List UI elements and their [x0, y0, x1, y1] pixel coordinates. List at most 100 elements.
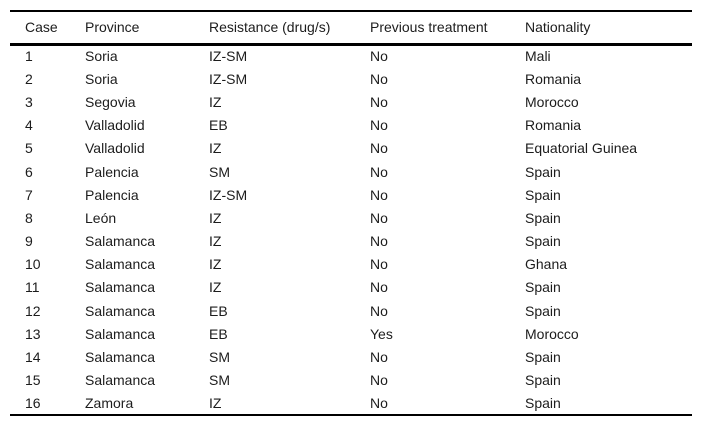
- cell-case: 4: [25, 117, 33, 134]
- column-header-resistance: Resistance (drug/s): [209, 19, 331, 36]
- cell-province: Palencia: [85, 186, 139, 203]
- column-header-nationality: Nationality: [525, 19, 591, 36]
- table-row: 4 Valladolid EB No Romania: [10, 114, 692, 137]
- table-header: Case Province Resistance (drug/s) Previo…: [10, 11, 692, 44]
- cell-province: Valladolid: [85, 117, 145, 134]
- cell-case: 12: [25, 302, 41, 319]
- cell-previous-treatment: No: [370, 279, 388, 296]
- cell-nationality: Mali: [525, 48, 551, 65]
- cell-previous-treatment: No: [370, 209, 388, 226]
- cell-nationality: Spain: [525, 372, 561, 389]
- cell-resistance: IZ: [209, 209, 222, 226]
- cell-resistance: IZ: [209, 233, 222, 250]
- table-row: 13 Salamanca EB Yes Morocco: [10, 322, 692, 345]
- cell-previous-treatment: No: [370, 186, 388, 203]
- table-row: 3 Segovia IZ No Morocco: [10, 90, 692, 113]
- cell-resistance: IZ: [209, 140, 222, 157]
- cell-case: 3: [25, 93, 33, 110]
- cell-province: Soria: [85, 70, 118, 87]
- cell-case: 8: [25, 209, 33, 226]
- cell-previous-treatment: No: [370, 302, 388, 319]
- table-row: 7 Palencia IZ-SM No Spain: [10, 183, 692, 206]
- cell-nationality: Spain: [525, 233, 561, 250]
- cell-resistance: EB: [209, 302, 228, 319]
- cell-resistance: SM: [209, 349, 230, 366]
- table-row: 2 Soria IZ-SM No Romania: [10, 67, 692, 90]
- column-header-province: Province: [85, 19, 140, 36]
- cell-case: 5: [25, 140, 33, 157]
- cell-province: Salamanca: [85, 349, 156, 366]
- cell-case: 16: [25, 394, 41, 411]
- cell-nationality: Morocco: [525, 93, 579, 110]
- cell-resistance: IZ-SM: [209, 70, 248, 87]
- cell-resistance: EB: [209, 117, 228, 134]
- cell-province: Segovia: [85, 93, 136, 110]
- cell-province: Salamanca: [85, 279, 156, 296]
- cell-resistance: IZ: [209, 256, 222, 273]
- cell-nationality: Spain: [525, 302, 561, 319]
- cell-nationality: Spain: [525, 163, 561, 180]
- cell-previous-treatment: No: [370, 233, 388, 250]
- cell-resistance: IZ: [209, 93, 222, 110]
- cell-province: León: [85, 209, 117, 226]
- cell-nationality: Spain: [525, 186, 561, 203]
- table-row: 8 León IZ No Spain: [10, 206, 692, 229]
- cell-case: 13: [25, 325, 41, 342]
- table-row: 6 Palencia SM No Spain: [10, 160, 692, 183]
- cell-case: 15: [25, 372, 41, 389]
- cell-previous-treatment: No: [370, 394, 388, 411]
- cell-previous-treatment: No: [370, 70, 388, 87]
- cell-case: 10: [25, 256, 41, 273]
- cell-nationality: Spain: [525, 394, 561, 411]
- cell-previous-treatment: No: [370, 256, 388, 273]
- cell-case: 9: [25, 233, 33, 250]
- cell-previous-treatment: No: [370, 140, 388, 157]
- cell-case: 2: [25, 70, 33, 87]
- cell-resistance: IZ: [209, 279, 222, 296]
- table-row: 14 Salamanca SM No Spain: [10, 345, 692, 368]
- column-header-case: Case: [25, 19, 58, 36]
- cell-resistance: EB: [209, 325, 228, 342]
- cell-nationality: Spain: [525, 279, 561, 296]
- cell-case: 14: [25, 349, 41, 366]
- cases-table: Case Province Resistance (drug/s) Previo…: [10, 10, 692, 416]
- cell-province: Salamanca: [85, 302, 156, 319]
- cell-province: Salamanca: [85, 233, 156, 250]
- cell-resistance: IZ-SM: [209, 48, 248, 65]
- cell-province: Salamanca: [85, 372, 156, 389]
- cell-previous-treatment: Yes: [370, 325, 393, 342]
- cell-previous-treatment: No: [370, 372, 388, 389]
- cell-nationality: Spain: [525, 349, 561, 366]
- cell-province: Zamora: [85, 394, 134, 411]
- cell-resistance: IZ: [209, 394, 222, 411]
- cell-previous-treatment: No: [370, 117, 388, 134]
- table-row: 15 Salamanca SM No Spain: [10, 369, 692, 392]
- cell-resistance: SM: [209, 372, 230, 389]
- cell-previous-treatment: No: [370, 163, 388, 180]
- cell-nationality: Romania: [525, 117, 582, 134]
- cell-province: Salamanca: [85, 325, 156, 342]
- table-row: 10 Salamanca IZ No Ghana: [10, 253, 692, 276]
- table-row: 9 Salamanca IZ No Spain: [10, 230, 692, 253]
- cell-previous-treatment: No: [370, 349, 388, 366]
- column-header-previous-treatment: Previous treatment: [370, 19, 488, 36]
- table-header-row: Case Province Resistance (drug/s) Previo…: [10, 11, 692, 44]
- cell-nationality: Ghana: [525, 256, 568, 273]
- cell-case: 11: [25, 279, 40, 296]
- cell-province: Palencia: [85, 163, 139, 180]
- cell-resistance: IZ-SM: [209, 186, 248, 203]
- cell-province: Salamanca: [85, 256, 156, 273]
- cell-case: 6: [25, 163, 33, 180]
- table-row: 5 Valladolid IZ No Equatorial Guinea: [10, 137, 692, 160]
- table-row: 12 Salamanca EB No Spain: [10, 299, 692, 322]
- cell-case: 1: [25, 48, 33, 65]
- table-row: 16 Zamora IZ No Spain: [10, 392, 692, 415]
- table-row: 1 Soria IZ-SM No Mali: [10, 44, 692, 67]
- cell-resistance: SM: [209, 163, 230, 180]
- cell-province: Valladolid: [85, 140, 145, 157]
- cell-nationality: Equatorial Guinea: [525, 140, 638, 157]
- cell-nationality: Romania: [525, 70, 582, 87]
- cell-previous-treatment: No: [370, 48, 388, 65]
- table-body: 1 Soria IZ-SM No Mali 2 Soria IZ-SM No R…: [10, 44, 692, 415]
- cell-nationality: Morocco: [525, 325, 579, 342]
